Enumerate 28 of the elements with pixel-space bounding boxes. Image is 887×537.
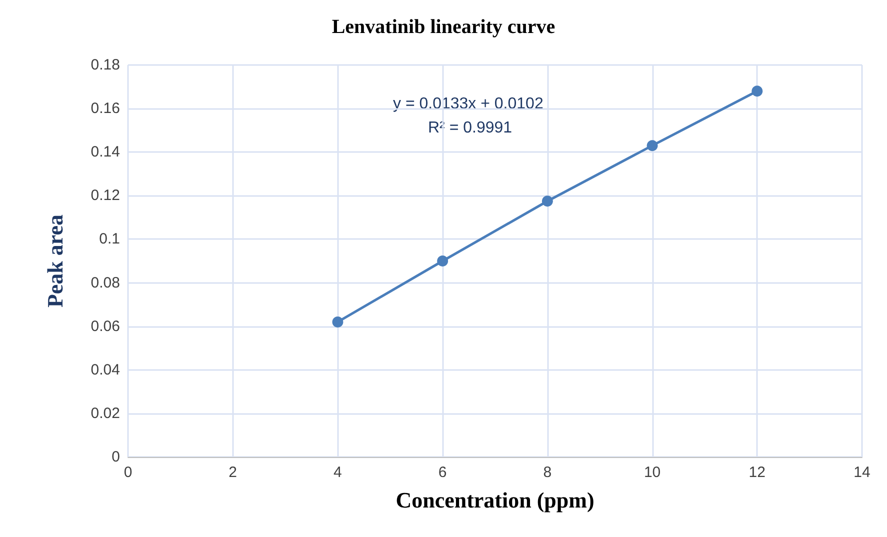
point [542,196,553,207]
x-tick-label: 6 [438,464,447,481]
y-tick-label: 0 [112,448,120,466]
y-tick-label: 0.18 [90,56,120,74]
x-tick-label: 10 [644,464,661,481]
annotation: R² = 0.9991 [428,120,512,136]
point [752,86,763,97]
chart-title: Lenvatinib linearity curve [332,16,556,38]
point [646,140,658,152]
y-tick-label: 0.06 [90,318,120,335]
y-tick-label: 0.1 [99,230,120,248]
y-tick-label: 0.12 [90,187,120,204]
x-tick-label: 0 [124,464,132,481]
y-axis-title: Peak area [42,214,68,308]
y-tick-label: 0.14 [90,144,120,161]
y-tick-label: 0.08 [90,274,120,292]
point [437,256,448,266]
y-tick-label: 0.02 [90,404,120,422]
x-tick-label: 8 [543,464,552,481]
x-tick-label: 14 [854,464,870,481]
x-tick-label: 4 [334,464,342,481]
x-tick-label: 12 [748,464,766,481]
y-tick-label: 0.16 [90,100,120,118]
point [332,316,344,328]
annotation: y = 0.0133x + 0.0102 [393,96,544,112]
x-tick-label: 2 [228,464,238,481]
x-axis-title: Concentration (ppm) [396,488,594,512]
y-tick-label: 0.04 [90,361,120,378]
